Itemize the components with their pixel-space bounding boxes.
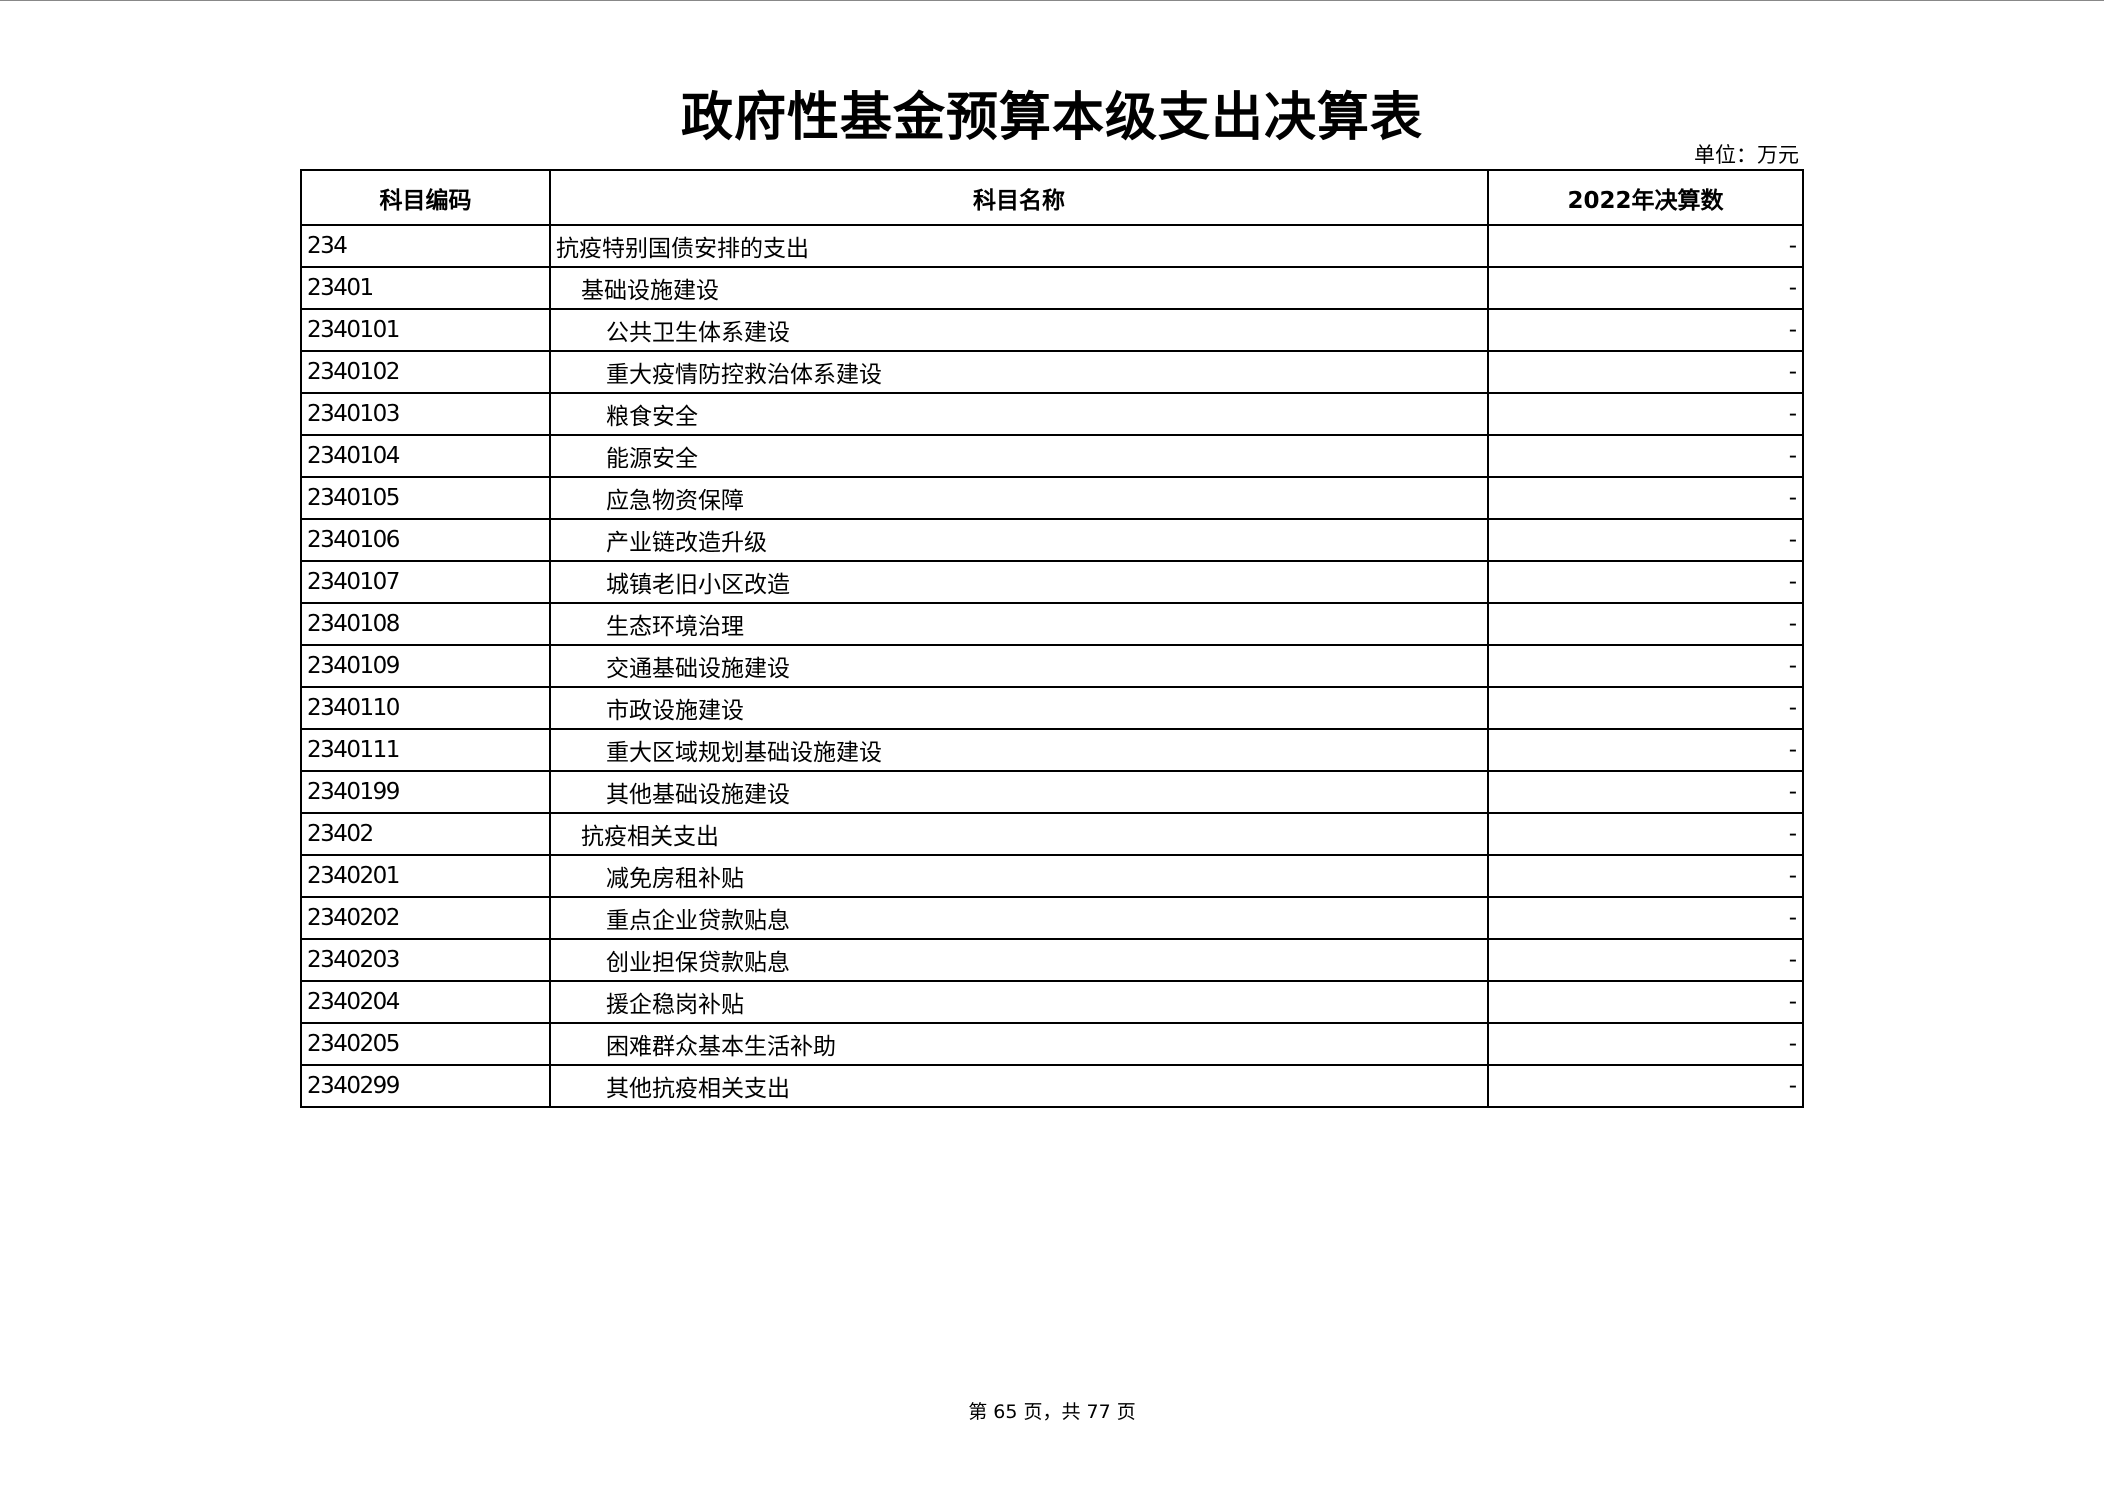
table-row: 2340110 市政设施建设 - [300, 686, 1804, 730]
row-value: - [1487, 1022, 1804, 1066]
table-row: 2340108 生态环境治理 - [300, 602, 1804, 646]
table-row: 2340102 重大疫情防控救治体系建设 - [300, 350, 1804, 394]
row-name: 公共卫生体系建设 [549, 308, 1489, 352]
header-name: 科目名称 [549, 169, 1489, 226]
row-name: 生态环境治理 [549, 602, 1489, 646]
row-name: 应急物资保障 [549, 476, 1489, 520]
row-value: - [1487, 812, 1804, 856]
row-value: - [1487, 644, 1804, 688]
table-row: 2340109 交通基础设施建设 - [300, 644, 1804, 688]
row-name: 城镇老旧小区改造 [549, 560, 1489, 604]
table-row: 2340203 创业担保贷款贴息 - [300, 938, 1804, 982]
row-code: 2340201 [300, 854, 551, 898]
table-row: 2340201 减免房租补贴 - [300, 854, 1804, 898]
row-name: 援企稳岗补贴 [549, 980, 1489, 1024]
table-row: 2340106 产业链改造升级 - [300, 518, 1804, 562]
row-code: 2340199 [300, 770, 551, 814]
row-name: 减免房租补贴 [549, 854, 1489, 898]
row-code: 2340106 [300, 518, 551, 562]
row-value: - [1487, 434, 1804, 478]
row-name: 其他基础设施建设 [549, 770, 1489, 814]
row-code: 2340108 [300, 602, 551, 646]
table-row: 234 抗疫特别国债安排的支出 - [300, 224, 1804, 268]
page-footer: 第 65 页，共 77 页 [968, 1401, 1136, 1423]
row-value: - [1487, 392, 1804, 436]
row-name: 交通基础设施建设 [549, 644, 1489, 688]
row-value: - [1487, 686, 1804, 730]
row-code: 2340109 [300, 644, 551, 688]
row-code: 2340205 [300, 1022, 551, 1066]
row-code: 2340102 [300, 350, 551, 394]
header-code: 科目编码 [300, 169, 551, 226]
row-name: 基础设施建设 [549, 266, 1489, 310]
row-value: - [1487, 602, 1804, 646]
table-row: 2340107 城镇老旧小区改造 - [300, 560, 1804, 604]
row-code: 2340299 [300, 1064, 551, 1108]
row-code: 234 [300, 224, 551, 268]
table-row: 23402 抗疫相关支出 - [300, 812, 1804, 856]
row-value: - [1487, 938, 1804, 982]
row-code: 2340204 [300, 980, 551, 1024]
row-code: 2340111 [300, 728, 551, 772]
table-row: 2340101 公共卫生体系建设 - [300, 308, 1804, 352]
header-value: 2022年决算数 [1487, 169, 1804, 226]
row-code: 23401 [300, 266, 551, 310]
table-row: 23401 基础设施建设 - [300, 266, 1804, 310]
row-value: - [1487, 770, 1804, 814]
row-value: - [1487, 1064, 1804, 1108]
row-name: 重大疫情防控救治体系建设 [549, 350, 1489, 394]
row-name: 市政设施建设 [549, 686, 1489, 730]
row-code: 2340101 [300, 308, 551, 352]
table-row: 2340202 重点企业贷款贴息 - [300, 896, 1804, 940]
row-code: 2340103 [300, 392, 551, 436]
table-header-row: 科目编码 科目名称 2022年决算数 [300, 169, 1804, 226]
row-value: - [1487, 560, 1804, 604]
table-row: 2340111 重大区域规划基础设施建设 - [300, 728, 1804, 772]
row-code: 2340110 [300, 686, 551, 730]
unit-label: 单位：万元 [1694, 143, 1799, 167]
table-row: 2340105 应急物资保障 - [300, 476, 1804, 520]
row-value: - [1487, 350, 1804, 394]
row-name: 困难群众基本生活补助 [549, 1022, 1489, 1066]
row-value: - [1487, 896, 1804, 940]
row-code: 2340203 [300, 938, 551, 982]
row-name: 创业担保贷款贴息 [549, 938, 1489, 982]
table-row: 2340104 能源安全 - [300, 434, 1804, 478]
table-row: 2340103 粮食安全 - [300, 392, 1804, 436]
row-value: - [1487, 728, 1804, 772]
table-row: 2340199 其他基础设施建设 - [300, 770, 1804, 814]
row-name: 重点企业贷款贴息 [549, 896, 1489, 940]
row-name: 粮食安全 [549, 392, 1489, 436]
table-row: 2340204 援企稳岗补贴 - [300, 980, 1804, 1024]
table-row: 2340299 其他抗疫相关支出 - [300, 1064, 1804, 1108]
row-value: - [1487, 854, 1804, 898]
row-value: - [1487, 518, 1804, 562]
row-code: 2340105 [300, 476, 551, 520]
row-value: - [1487, 266, 1804, 310]
row-code: 2340104 [300, 434, 551, 478]
row-name: 其他抗疫相关支出 [549, 1064, 1489, 1108]
row-name: 抗疫相关支出 [549, 812, 1489, 856]
row-code: 2340107 [300, 560, 551, 604]
row-name: 抗疫特别国债安排的支出 [549, 224, 1489, 268]
expenditure-table: 科目编码 科目名称 2022年决算数 234 抗疫特别国债安排的支出 -23401 基… [300, 169, 1804, 1108]
row-name: 能源安全 [549, 434, 1489, 478]
row-code: 2340202 [300, 896, 551, 940]
page-title: 政府性基金预算本级支出决算表 [680, 88, 1423, 148]
table-row: 2340205 困难群众基本生活补助 - [300, 1022, 1804, 1066]
row-value: - [1487, 476, 1804, 520]
row-name: 重大区域规划基础设施建设 [549, 728, 1489, 772]
row-code: 23402 [300, 812, 551, 856]
row-value: - [1487, 308, 1804, 352]
row-value: - [1487, 980, 1804, 1024]
row-name: 产业链改造升级 [549, 518, 1489, 562]
row-value: - [1487, 224, 1804, 268]
